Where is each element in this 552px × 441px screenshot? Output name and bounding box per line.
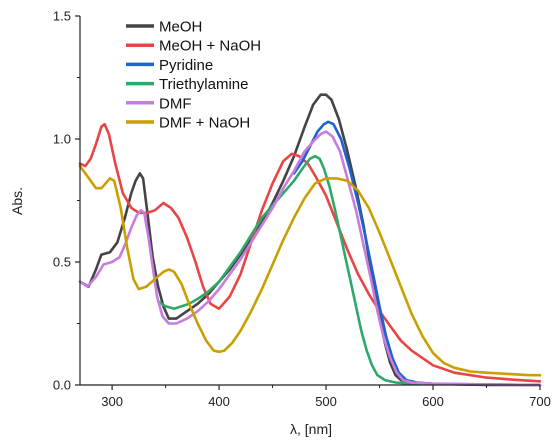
y-tick-label: 1.5 [53, 9, 71, 24]
y-axis-title: Abs. [9, 187, 25, 215]
y-tick-label: 0.5 [53, 255, 71, 270]
x-tick-label: 700 [529, 394, 551, 409]
x-tick-label: 600 [422, 394, 444, 409]
series-line-1 [78, 122, 542, 383]
series-line-2 [292, 120, 542, 387]
series-line-5 [78, 164, 542, 377]
x-tick-label: 500 [315, 394, 337, 409]
legend-label: MeOH + NaOH [159, 38, 261, 55]
x-tick-label: 400 [208, 394, 230, 409]
legend-label: Triethylamine [159, 76, 248, 93]
series-line-3 [156, 154, 542, 387]
legend-label: DMF + NaOH [159, 115, 250, 132]
axes: 300 400 500 600 700 0.0 0.5 1.0 1.5 [53, 9, 551, 410]
y-tick-label: 1.0 [53, 132, 71, 147]
legend-label: Pyridine [159, 57, 213, 74]
x-axis-title: λ, [nm] [290, 421, 332, 437]
y-tick-label: 0.0 [53, 378, 71, 393]
series-line-4 [78, 130, 542, 387]
plot-lines [78, 93, 542, 387]
legend: MeOH MeOH + NaOH Pyridine Triethylamine DMF D… [126, 19, 261, 132]
x-tick-label: 300 [101, 394, 123, 409]
legend-label: DMF [159, 95, 192, 112]
legend-label: MeOH [159, 19, 202, 36]
